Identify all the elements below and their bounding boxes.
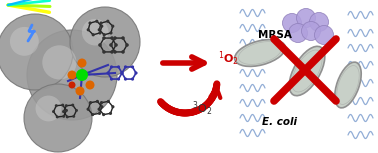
Circle shape (110, 50, 114, 54)
Circle shape (106, 71, 110, 75)
Circle shape (102, 50, 106, 54)
Circle shape (36, 96, 61, 121)
Circle shape (117, 65, 120, 69)
Circle shape (87, 28, 90, 31)
Circle shape (102, 33, 106, 36)
Circle shape (98, 43, 102, 47)
Circle shape (113, 36, 117, 40)
Circle shape (27, 30, 117, 120)
Circle shape (102, 36, 106, 40)
Circle shape (102, 113, 105, 116)
Circle shape (62, 110, 65, 113)
Text: $^3$O$_2$: $^3$O$_2$ (192, 100, 212, 118)
Ellipse shape (335, 62, 361, 108)
Circle shape (296, 9, 316, 28)
Circle shape (95, 20, 98, 23)
Circle shape (124, 77, 127, 81)
Circle shape (42, 45, 76, 80)
Circle shape (65, 104, 68, 107)
Circle shape (100, 101, 103, 104)
Circle shape (131, 65, 134, 69)
Circle shape (10, 27, 39, 56)
Circle shape (110, 77, 113, 81)
Circle shape (65, 109, 68, 112)
Circle shape (125, 43, 129, 47)
Circle shape (131, 77, 134, 81)
Circle shape (98, 112, 101, 115)
Circle shape (91, 113, 94, 116)
Circle shape (55, 104, 58, 107)
Circle shape (124, 65, 127, 69)
Circle shape (114, 43, 118, 47)
Circle shape (61, 104, 64, 107)
Circle shape (98, 31, 102, 35)
Circle shape (314, 26, 333, 45)
Circle shape (100, 25, 103, 28)
Circle shape (109, 43, 113, 47)
Circle shape (56, 115, 59, 118)
Circle shape (71, 104, 74, 107)
Circle shape (106, 20, 109, 23)
Circle shape (52, 110, 55, 113)
Circle shape (68, 82, 76, 88)
Circle shape (89, 101, 92, 104)
Circle shape (68, 71, 76, 80)
Circle shape (98, 108, 101, 111)
Circle shape (96, 100, 99, 103)
Circle shape (98, 28, 101, 31)
Circle shape (121, 36, 125, 40)
Circle shape (77, 58, 87, 67)
Circle shape (135, 71, 138, 75)
Circle shape (310, 13, 328, 32)
Circle shape (70, 7, 140, 77)
Circle shape (110, 36, 114, 40)
Circle shape (88, 21, 91, 25)
Ellipse shape (235, 40, 285, 66)
Circle shape (76, 86, 85, 95)
Circle shape (121, 71, 124, 75)
Circle shape (75, 109, 78, 112)
Circle shape (288, 24, 307, 43)
Circle shape (302, 22, 321, 41)
Circle shape (109, 112, 112, 115)
Circle shape (99, 21, 103, 25)
Circle shape (85, 80, 94, 90)
Circle shape (111, 25, 115, 28)
Circle shape (62, 115, 65, 118)
Circle shape (110, 65, 113, 69)
Circle shape (111, 105, 115, 108)
Circle shape (0, 14, 73, 90)
Circle shape (76, 69, 88, 81)
Text: E. coli: E. coli (262, 117, 297, 127)
Circle shape (113, 50, 117, 54)
Circle shape (72, 115, 75, 118)
Circle shape (121, 71, 124, 75)
Circle shape (87, 108, 90, 111)
Circle shape (66, 115, 69, 118)
Text: $^1$O$_2$: $^1$O$_2$ (218, 50, 239, 68)
Circle shape (82, 19, 108, 45)
Circle shape (109, 31, 113, 35)
Ellipse shape (289, 46, 325, 96)
Circle shape (91, 33, 95, 36)
Circle shape (282, 13, 302, 32)
Circle shape (121, 50, 125, 54)
Circle shape (24, 84, 92, 152)
Circle shape (117, 77, 120, 81)
Circle shape (100, 105, 104, 108)
Text: MRSA: MRSA (258, 30, 292, 40)
Circle shape (107, 100, 110, 103)
